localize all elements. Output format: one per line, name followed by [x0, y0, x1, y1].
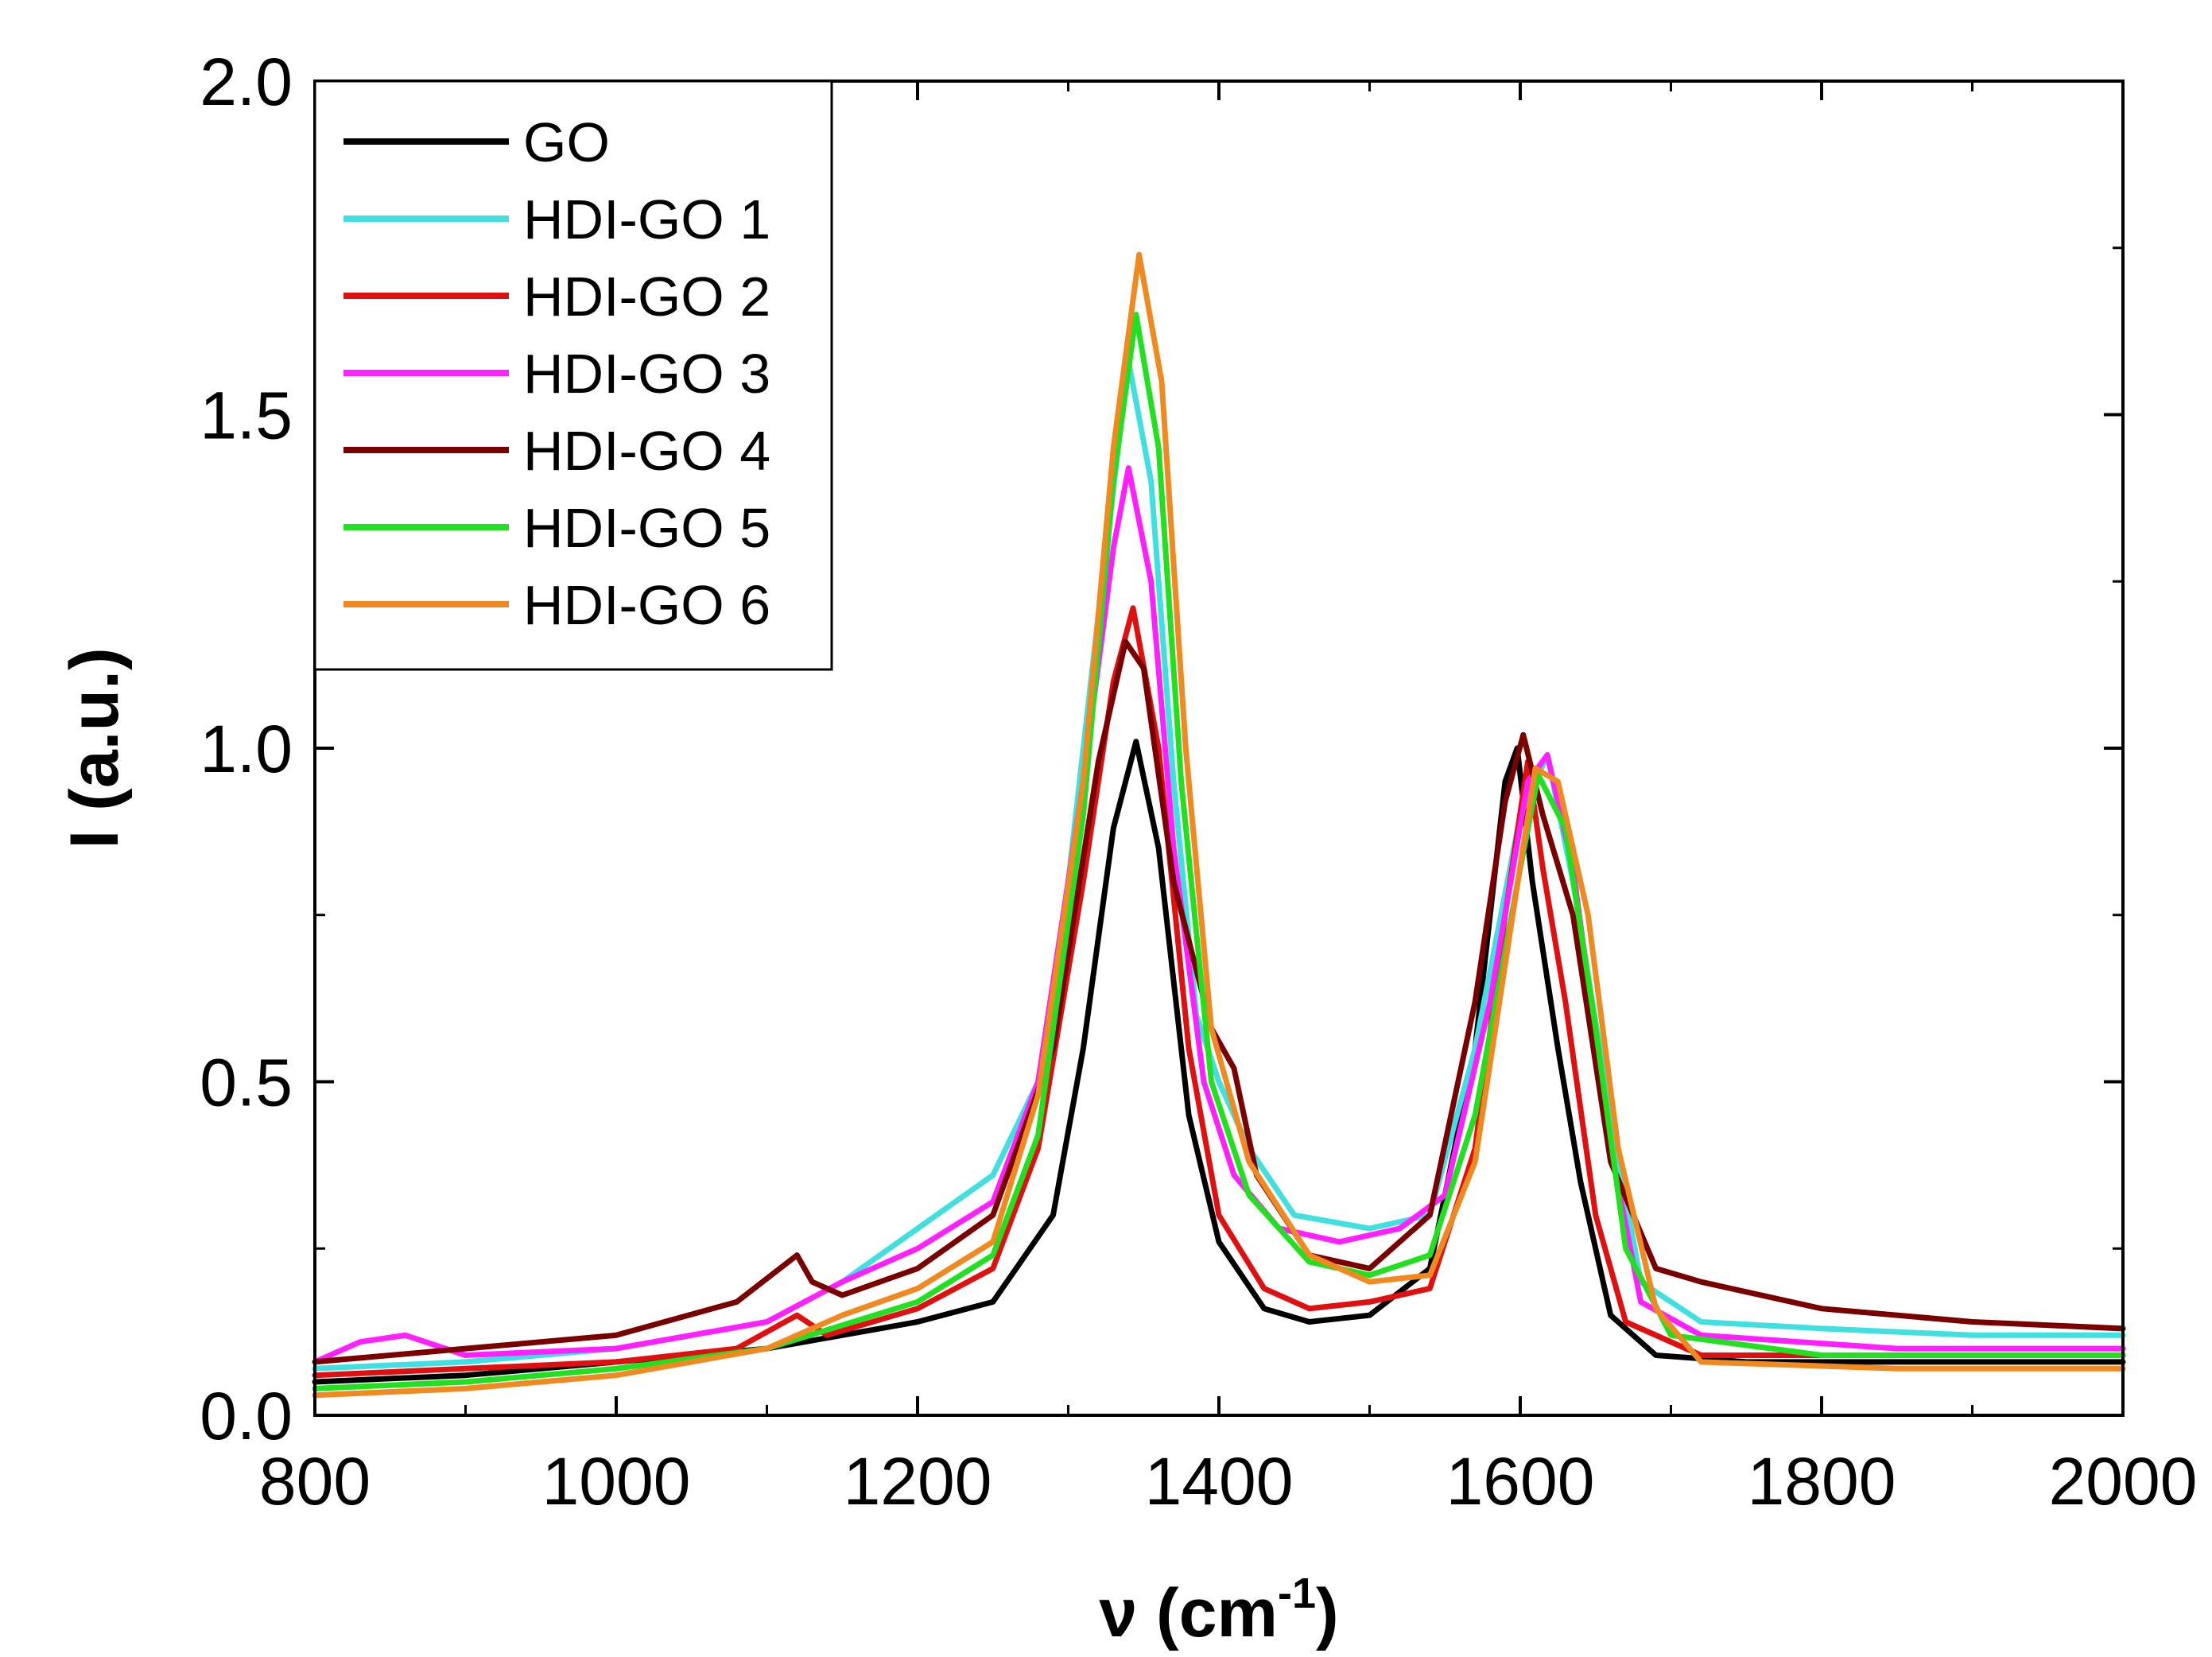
y-tick-label: 1.5	[200, 378, 293, 453]
series-layer	[312, 251, 2126, 1399]
legend-label-hdi-go-2: HDI-GO 2	[523, 266, 770, 328]
x-tick-label: 1600	[1446, 1444, 1595, 1519]
x-axis-title-main: ν (cm	[1099, 1575, 1278, 1651]
series-line-hdi-go-2	[312, 605, 2126, 1379]
x-tick-label: 1200	[844, 1444, 992, 1519]
x-axis-title-superscript: -1	[1278, 1570, 1316, 1617]
legend-label-hdi-go-1: HDI-GO 1	[523, 188, 770, 250]
legend-label-hdi-go-5: HDI-GO 5	[523, 497, 770, 559]
x-axis-title-suffix: )	[1316, 1575, 1339, 1651]
series-line-hdi-go-6	[312, 251, 2126, 1399]
series-line-go	[312, 739, 2126, 1385]
y-axis-title: I (a.u.)	[56, 647, 133, 848]
x-tick-label: 1800	[1748, 1444, 1896, 1519]
y-tick-label: 1.0	[200, 712, 293, 786]
x-tick-label: 800	[259, 1444, 371, 1519]
legend: GO HDI-GO 1 HDI-GO 2 HDI-GO 3 HDI-GO 4 HDI-GO…	[313, 80, 833, 671]
x-axis-title: ν (cm-1)	[1099, 1570, 1338, 1651]
legend-label-hdi-go-4: HDI-GO 4	[523, 420, 770, 482]
y-tick-label: 2.0	[200, 45, 293, 119]
x-tick-label: 2000	[2049, 1444, 2198, 1519]
series-line-hdi-go-4	[312, 638, 2126, 1365]
legend-label-go: GO	[523, 111, 610, 173]
plot-area-frame	[313, 80, 2125, 1417]
legend-label-hdi-go-3: HDI-GO 3	[523, 343, 770, 405]
legend-label-hdi-go-6: HDI-GO 6	[523, 574, 770, 636]
x-axis-ticks: 800 1000 1200 1400 1600 1800 2000	[259, 81, 2198, 1519]
y-tick-label: 0.5	[200, 1046, 293, 1120]
y-tick-label: 0.0	[200, 1379, 293, 1453]
x-tick-label: 1400	[1145, 1444, 1294, 1519]
x-tick-label: 1000	[542, 1444, 691, 1519]
y-axis-ticks: 0.0 0.5 1.0 1.5 2.0	[200, 45, 2123, 1453]
series-line-hdi-go-5	[312, 312, 2126, 1391]
